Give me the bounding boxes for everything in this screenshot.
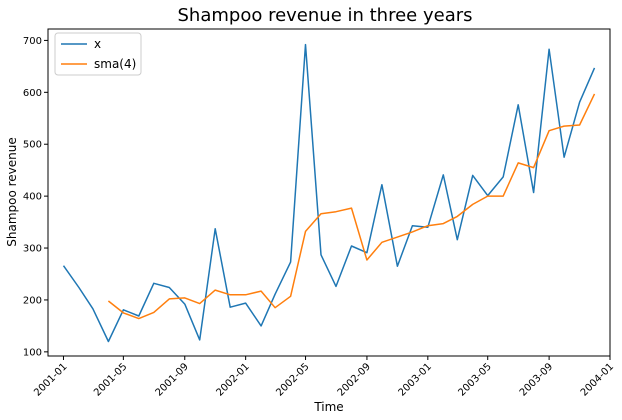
y-tick-label: 100 <box>23 347 42 358</box>
legend: x sma(4) <box>54 32 142 76</box>
legend-label: sma(4) <box>94 57 136 71</box>
x-tick-label: 2001-05 <box>92 361 129 398</box>
series-line-1 <box>62 43 596 343</box>
plot-frame <box>47 28 611 357</box>
x-tick-label: 2004-01 <box>579 361 616 398</box>
series-lines <box>62 43 596 343</box>
x-tick-label: 2002-05 <box>274 361 311 398</box>
chart-title: Shampoo revenue in three years <box>178 5 473 26</box>
y-axis: 100 200 300 400 500 600 700 <box>23 36 48 358</box>
x-axis-label: Time <box>313 400 343 414</box>
y-tick-label: 700 <box>23 36 42 47</box>
y-axis-label: Shampoo revenue <box>5 137 19 247</box>
x-tick-label: 2003-09 <box>518 361 555 398</box>
x-tick-label: 2001-01 <box>32 361 69 398</box>
x-tick-label: 2001-09 <box>154 361 191 398</box>
legend-label: x <box>94 37 101 51</box>
x-axis: 2001-01 2001-05 2001-09 2002-01 2002-05 2002-… <box>32 356 616 399</box>
y-tick-label: 500 <box>23 140 42 151</box>
y-tick-label: 200 <box>23 295 42 306</box>
x-tick-label: 2003-05 <box>457 361 494 398</box>
x-tick-label: 2002-09 <box>336 361 373 398</box>
x-tick-label: 2003-01 <box>397 361 434 398</box>
y-tick-label: 600 <box>23 88 42 99</box>
x-tick-label: 2002-01 <box>214 361 251 398</box>
series-line-2 <box>107 93 596 320</box>
y-tick-label: 400 <box>23 192 42 203</box>
y-tick-label: 300 <box>23 244 42 255</box>
